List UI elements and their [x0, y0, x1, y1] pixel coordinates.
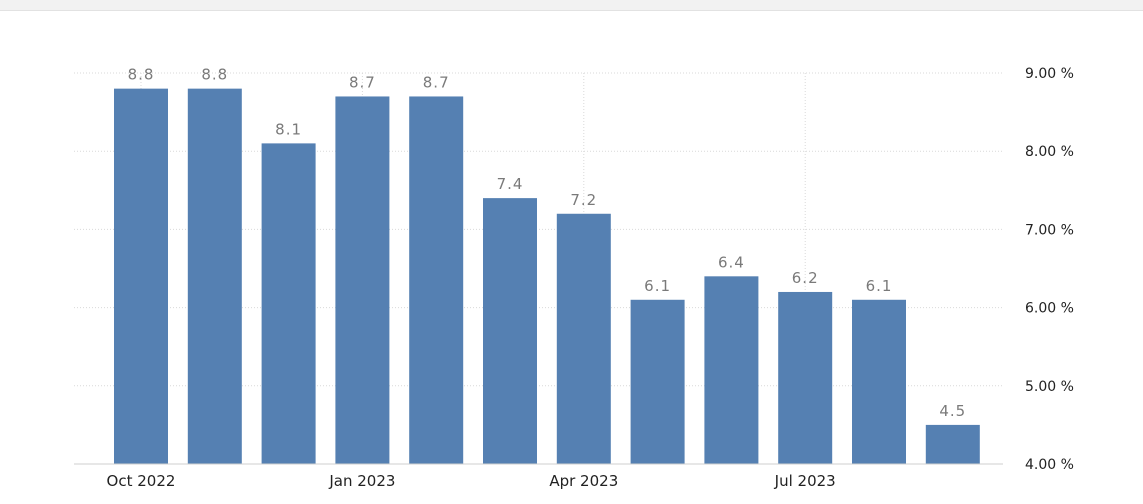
- value-label: 8.7: [423, 73, 450, 91]
- y-tick-label: 8.00 %: [1025, 144, 1074, 160]
- value-labels: 8.8 8.8 8.1 8.7 8.7 7.4 7.2 6.1 6.4 6.2 6.1 4.5: [128, 66, 966, 420]
- x-axis: Oct 2022 Jan 2023 Apr 2023 Jul 2023: [74, 463, 1003, 490]
- value-label: 8.8: [128, 66, 155, 84]
- x-tick-label: Apr 2023: [549, 472, 618, 490]
- y-tick-label: 6.00 %: [1025, 301, 1074, 317]
- bar: [409, 96, 464, 465]
- value-label: 8.7: [349, 73, 376, 91]
- bars: [114, 88, 980, 465]
- bar: [261, 143, 316, 464]
- bar: [704, 276, 759, 464]
- value-label: 8.8: [201, 66, 228, 84]
- x-tick-label: Jul 2023: [774, 472, 836, 490]
- top-bar: [0, 0, 1143, 11]
- bar: [925, 424, 980, 464]
- bar: [114, 88, 168, 464]
- value-label: 8.1: [275, 120, 302, 138]
- y-tick-label: 4.00 %: [1025, 457, 1074, 473]
- value-label: 6.2: [792, 269, 819, 287]
- bar: [483, 198, 537, 464]
- y-tick-label: 9.00 %: [1025, 66, 1074, 82]
- bar: [778, 291, 833, 464]
- bar: [852, 299, 906, 464]
- value-label: 6.1: [644, 277, 671, 295]
- x-tick-label: Oct 2022: [107, 472, 176, 490]
- bar: [556, 213, 611, 464]
- bar: [335, 96, 390, 465]
- x-tick-label: Jan 2023: [328, 472, 395, 490]
- y-tick-label: 5.00 %: [1025, 379, 1074, 395]
- bar: [630, 299, 685, 464]
- value-label: 6.1: [866, 277, 893, 295]
- bar: [187, 88, 242, 464]
- value-label: 6.4: [718, 253, 745, 271]
- value-label: 4.5: [939, 402, 966, 420]
- y-tick-label: 7.00 %: [1025, 222, 1074, 238]
- y-axis: 9.00 % 8.00 % 7.00 % 6.00 % 5.00 % 4.00 %: [1025, 66, 1074, 473]
- value-label: 7.4: [497, 175, 524, 193]
- value-label: 7.2: [570, 191, 597, 209]
